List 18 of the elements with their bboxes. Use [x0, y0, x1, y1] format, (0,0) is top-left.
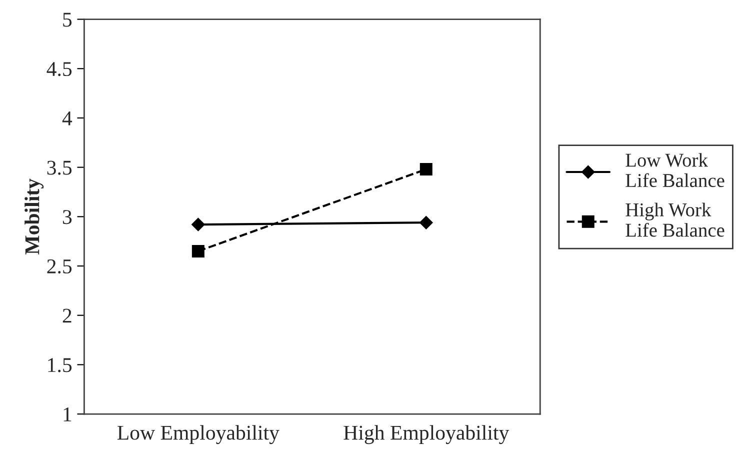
- point: [192, 244, 204, 258]
- y-tick-label: 3.5: [47, 160, 72, 175]
- point: [192, 218, 205, 232]
- y-tick-label: 5: [63, 12, 72, 27]
- x-tick-label: Low Employability: [117, 425, 280, 444]
- y-tick-label: 2.5: [47, 259, 72, 274]
- point: [420, 216, 433, 230]
- point: [420, 163, 432, 176]
- y-tick-label: 1: [64, 407, 72, 422]
- y-tick-label: 1.5: [48, 358, 72, 372]
- y-axis-title: Mobility: [24, 178, 44, 254]
- legend-label: High Work Life Balance: [626, 202, 724, 237]
- legend-label: Low Work Life Balance: [626, 153, 724, 188]
- y-tick-label: 3: [62, 210, 72, 224]
- x-tick-label: High Employability: [344, 425, 510, 444]
- y-tick-label: 2: [62, 308, 72, 323]
- y-tick-label: 4.5: [46, 62, 72, 76]
- y-tick-label: 4: [62, 111, 72, 126]
